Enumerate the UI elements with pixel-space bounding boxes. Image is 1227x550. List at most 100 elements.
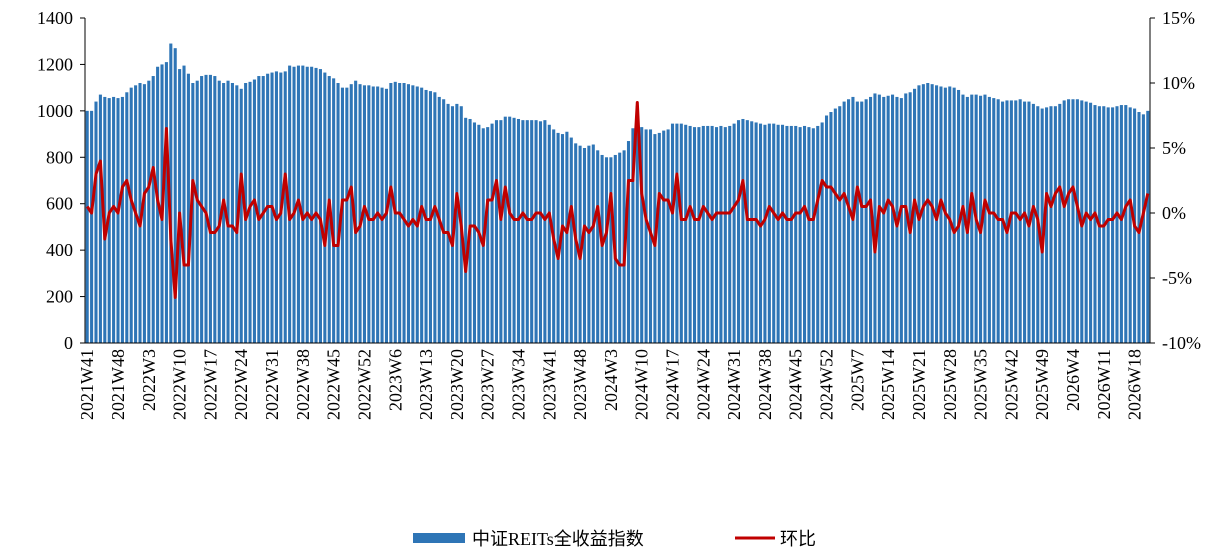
bar (411, 85, 415, 344)
bar (904, 93, 908, 343)
x-tick-label: 2024W38 (755, 349, 775, 420)
bar (1058, 103, 1062, 344)
bar (820, 122, 824, 343)
x-tick-label: 2026W11 (1094, 349, 1114, 419)
bar (446, 103, 450, 344)
bar (543, 120, 547, 344)
bar (992, 98, 996, 343)
bar (261, 76, 265, 344)
bar (336, 83, 340, 343)
bar (741, 118, 745, 343)
bar (85, 110, 89, 343)
bar (1106, 107, 1110, 343)
bar (842, 101, 846, 343)
bar (530, 120, 534, 344)
bar (604, 157, 609, 343)
bar (591, 144, 595, 343)
bar (173, 48, 177, 344)
bar (257, 76, 261, 344)
bar (433, 92, 437, 344)
x-tick-label: 2022W24 (231, 349, 251, 420)
x-tick-label: 2025W35 (971, 349, 991, 420)
bar (891, 94, 895, 343)
bar (200, 76, 204, 344)
bar (323, 72, 327, 343)
y-tick-label: 200 (46, 287, 73, 307)
bar (578, 145, 582, 343)
bar (349, 84, 353, 344)
bar (736, 120, 741, 344)
bar (714, 127, 719, 343)
bar (1146, 110, 1150, 343)
bar (292, 66, 296, 343)
x-tick-label: 2023W6 (385, 349, 405, 411)
bar (191, 83, 195, 343)
bar (798, 127, 802, 343)
x-tick-label: 2022W38 (293, 349, 313, 420)
bar (710, 125, 714, 343)
bar (415, 86, 419, 343)
bar (450, 106, 455, 343)
bar (503, 116, 507, 344)
bar (420, 87, 424, 344)
bar (345, 87, 349, 344)
bar (1089, 102, 1093, 343)
bar (472, 122, 477, 343)
bar (389, 83, 393, 343)
bar (930, 84, 934, 344)
bar (521, 120, 525, 344)
bar (772, 123, 776, 343)
y2-tick-label: 5% (1162, 138, 1186, 158)
x-tick-label: 2025W21 (909, 349, 929, 420)
bar (516, 118, 521, 343)
bar (560, 134, 565, 343)
bar (640, 127, 644, 343)
bar (631, 128, 635, 343)
bar (499, 120, 503, 344)
bar (780, 124, 785, 344)
bar (811, 128, 815, 343)
x-tick-label: 2024W17 (663, 349, 683, 420)
bar (142, 84, 146, 344)
bar (829, 112, 833, 344)
legend-swatch (413, 533, 465, 543)
bar (723, 127, 727, 343)
x-tick-label: 2026W4 (1063, 349, 1083, 411)
y-tick-label: 1000 (37, 101, 73, 121)
bar (178, 69, 182, 344)
bar (120, 96, 124, 343)
bar (252, 79, 256, 344)
bar (1067, 99, 1071, 343)
bar (98, 94, 102, 343)
bar (556, 132, 560, 343)
bar (758, 123, 763, 343)
bar (1014, 100, 1018, 344)
bar (1075, 99, 1079, 343)
legend-label: 中证REITs全收益指数 (472, 529, 644, 549)
bar (164, 62, 168, 343)
bar (138, 83, 142, 343)
bar (112, 96, 116, 343)
bar (1009, 100, 1013, 344)
bar (239, 88, 243, 343)
x-tick-label: 2025W49 (1032, 349, 1052, 420)
bar (90, 110, 94, 343)
bar (750, 121, 754, 343)
bar (618, 152, 622, 343)
x-tick-label: 2026W18 (1125, 349, 1145, 420)
y2-tick-label: 0% (1162, 203, 1186, 223)
x-tick-label: 2025W14 (878, 349, 898, 420)
x-tick-label: 2022W10 (170, 349, 190, 420)
bar (402, 83, 406, 343)
bar (305, 66, 309, 343)
bar (538, 121, 543, 343)
bar (442, 99, 446, 343)
bar (657, 132, 661, 343)
bar (1005, 100, 1009, 344)
bar (1053, 106, 1057, 343)
bar (362, 85, 366, 344)
x-tick-label: 2023W41 (539, 349, 559, 420)
x-tick-label: 2024W31 (724, 349, 744, 420)
bar (754, 122, 758, 343)
